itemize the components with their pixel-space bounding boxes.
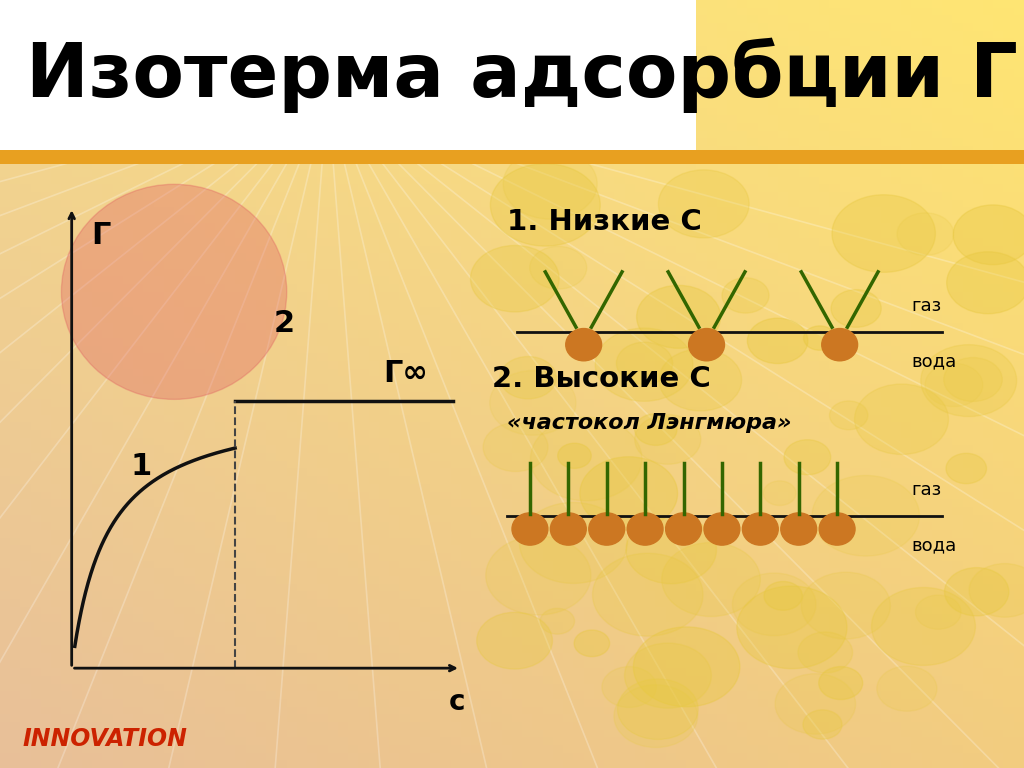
Circle shape [871, 588, 976, 665]
Circle shape [627, 513, 664, 545]
Circle shape [489, 370, 575, 435]
Circle shape [944, 358, 1002, 402]
Circle shape [897, 213, 953, 256]
Circle shape [947, 252, 1024, 313]
Circle shape [626, 516, 717, 584]
Circle shape [822, 329, 858, 361]
Circle shape [798, 632, 853, 673]
Circle shape [829, 401, 868, 430]
Circle shape [915, 595, 961, 629]
Circle shape [551, 513, 586, 545]
Circle shape [658, 170, 750, 238]
Circle shape [512, 513, 548, 545]
Circle shape [946, 453, 986, 484]
Circle shape [666, 513, 701, 545]
Text: INNOVATION: INNOVATION [23, 727, 187, 751]
Circle shape [503, 149, 597, 219]
Text: 1: 1 [130, 452, 152, 481]
Circle shape [737, 586, 847, 669]
Circle shape [595, 328, 693, 402]
Circle shape [831, 290, 882, 327]
Circle shape [855, 384, 948, 455]
Circle shape [625, 643, 712, 708]
Circle shape [540, 608, 574, 634]
Circle shape [529, 247, 587, 289]
Circle shape [565, 329, 601, 361]
Circle shape [602, 667, 656, 707]
Circle shape [662, 542, 760, 617]
Circle shape [775, 674, 856, 734]
Circle shape [574, 630, 609, 657]
Circle shape [819, 667, 862, 700]
Bar [0, 0, 696, 150]
Circle shape [831, 195, 935, 273]
Circle shape [944, 568, 1009, 616]
Text: 1. Низкие С: 1. Низкие С [507, 208, 701, 237]
Text: газ: газ [911, 297, 942, 315]
Circle shape [819, 513, 855, 545]
Text: 2. Высокие С: 2. Высокие С [492, 365, 711, 393]
Circle shape [637, 286, 721, 349]
Ellipse shape [61, 184, 287, 399]
Circle shape [477, 612, 552, 669]
Circle shape [614, 685, 697, 747]
Text: Г: Г [91, 221, 111, 250]
Circle shape [519, 502, 628, 584]
Circle shape [659, 349, 741, 411]
Circle shape [781, 513, 817, 545]
Circle shape [921, 345, 1017, 416]
Text: «частокол Лэнгмюра»: «частокол Лэнгмюра» [507, 412, 792, 432]
Circle shape [722, 278, 769, 313]
Circle shape [470, 246, 559, 312]
Circle shape [490, 164, 600, 246]
Circle shape [764, 581, 803, 611]
Circle shape [732, 573, 816, 636]
Circle shape [593, 553, 703, 636]
Text: Г∞: Г∞ [383, 359, 428, 389]
Text: газ: газ [911, 482, 942, 499]
Text: 2: 2 [274, 309, 295, 338]
Bar [0, 150, 1024, 164]
Circle shape [485, 536, 591, 615]
Circle shape [617, 679, 698, 740]
Circle shape [784, 440, 830, 475]
Circle shape [748, 318, 808, 363]
Circle shape [634, 627, 740, 707]
Text: вода: вода [911, 353, 956, 370]
Circle shape [580, 457, 678, 530]
Circle shape [812, 475, 920, 556]
Circle shape [925, 363, 983, 406]
Circle shape [969, 564, 1024, 617]
Circle shape [705, 513, 739, 545]
Circle shape [742, 513, 778, 545]
Text: вода: вода [911, 537, 956, 554]
Circle shape [483, 423, 548, 472]
Circle shape [500, 356, 556, 399]
Circle shape [589, 513, 625, 545]
Text: Изотерма адсорбции Гиббса: Изотерма адсорбции Гиббса [26, 37, 1024, 113]
Circle shape [558, 443, 591, 468]
Circle shape [803, 710, 842, 739]
Circle shape [953, 205, 1024, 265]
Circle shape [877, 666, 937, 711]
Circle shape [635, 414, 677, 445]
Circle shape [530, 417, 642, 501]
Text: с: с [450, 687, 466, 716]
Circle shape [635, 415, 700, 464]
Circle shape [763, 481, 796, 505]
Circle shape [801, 572, 890, 639]
Circle shape [688, 329, 725, 361]
Circle shape [616, 343, 673, 384]
Circle shape [804, 326, 836, 350]
